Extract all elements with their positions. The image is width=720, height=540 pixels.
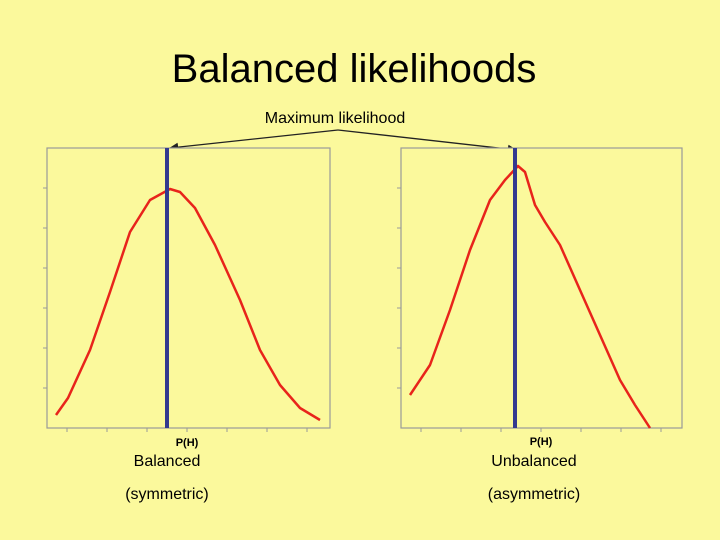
plot-frame — [46, 147, 331, 429]
ticks — [43, 187, 308, 432]
arrow — [169, 129, 339, 152]
arrow — [337, 129, 517, 154]
caption: Unbalanced — [491, 453, 576, 470]
likelihood-curve — [408, 164, 652, 429]
panel: P(H) Unbalanced (asymmetric) — [397, 147, 683, 503]
ticks — [397, 187, 662, 432]
likelihood-curve — [54, 187, 321, 422]
annotation: Maximum likelihood — [265, 110, 406, 127]
axis-label: P(H) — [176, 437, 199, 449]
subcaption: (symmetric) — [125, 486, 209, 503]
axis-label: P(H) — [530, 436, 553, 448]
panel: P(H) Balanced (symmetric) — [43, 147, 331, 503]
plot-frame — [400, 147, 683, 429]
subcaption: (asymmetric) — [488, 486, 580, 503]
caption: Balanced — [134, 453, 201, 470]
title: Balanced likelihoods — [172, 47, 537, 91]
